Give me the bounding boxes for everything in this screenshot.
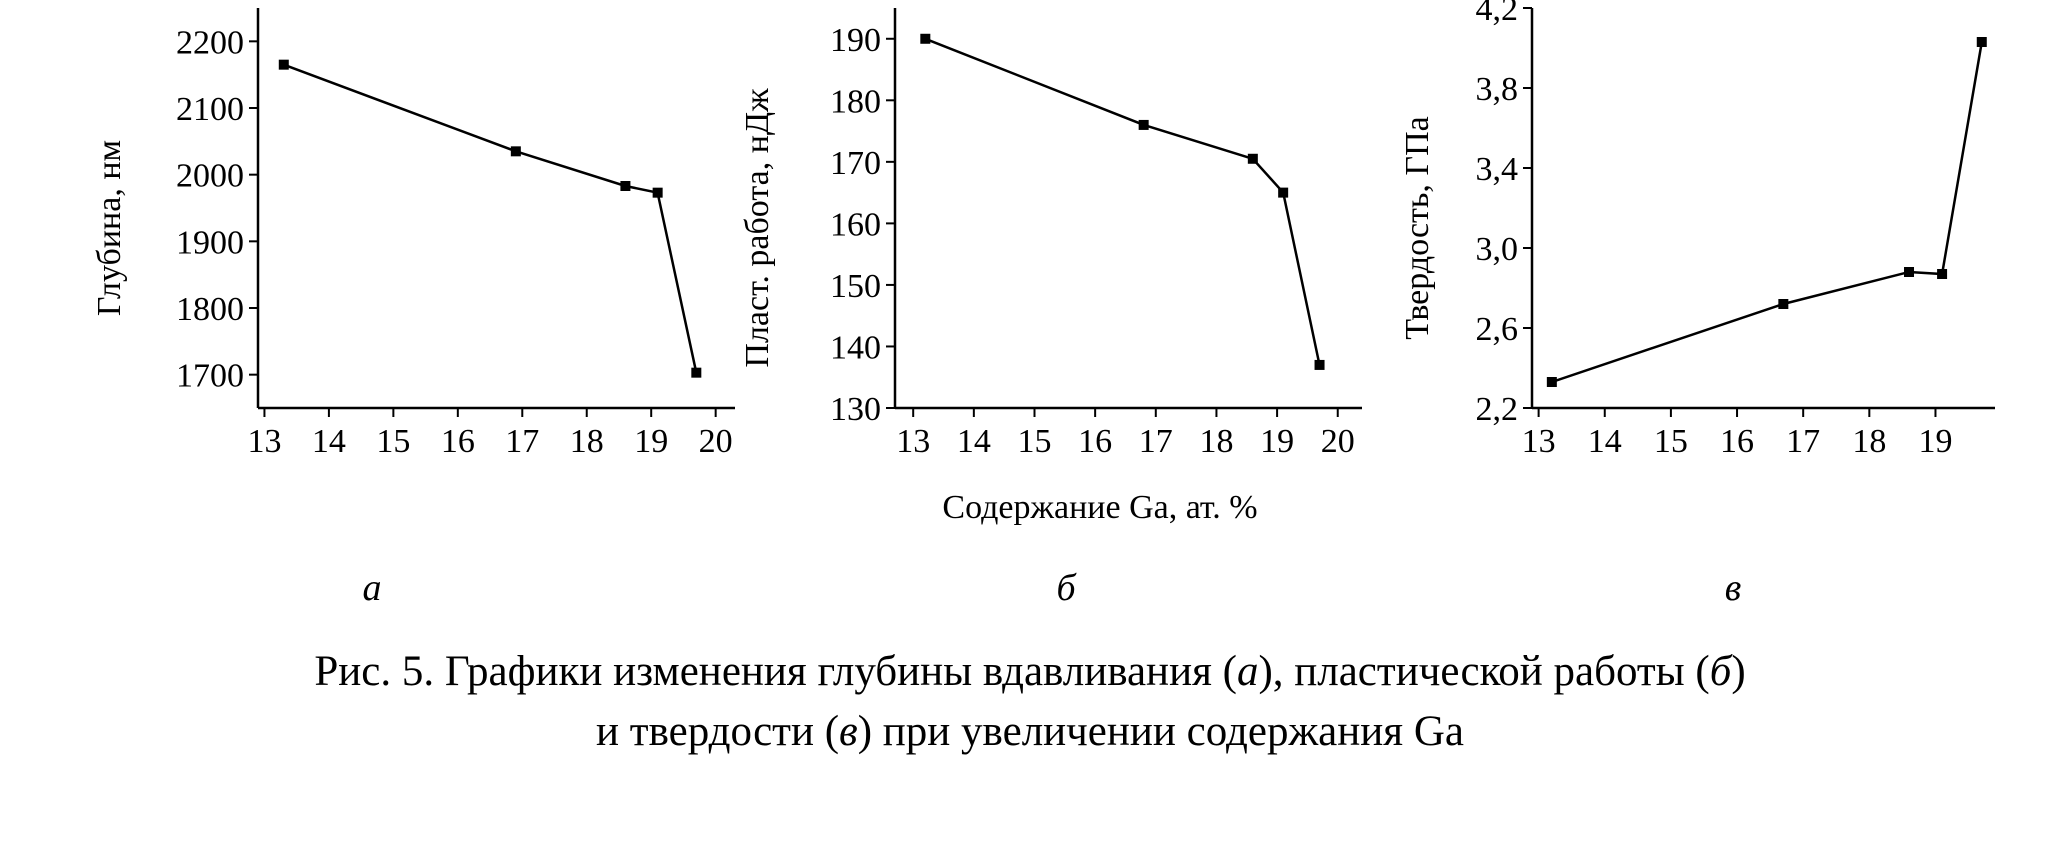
x-tick-label: 18 — [1199, 423, 1233, 460]
x-tick-label: 19 — [1260, 423, 1294, 460]
panel-letter-b: б — [1056, 567, 1077, 609]
figure-caption-line-2: и твердости (в) при увеличении содержани… — [0, 702, 2060, 762]
x-tick-label: 19 — [1918, 423, 1952, 460]
data-point — [1138, 119, 1149, 130]
data-point — [920, 33, 931, 44]
y-tick-label: 150 — [830, 268, 881, 305]
y-tick-label: 1800 — [176, 291, 244, 328]
y-tick-label: 2,6 — [1476, 311, 1519, 348]
data-point — [691, 367, 702, 378]
x-tick-label: 14 — [312, 423, 346, 460]
y-tick-label: 2000 — [176, 158, 244, 195]
data-point — [1314, 359, 1325, 370]
caption-letter-a: а — [1236, 648, 1259, 695]
data-point — [1937, 269, 1948, 279]
x-tick-label: 20 — [699, 423, 733, 460]
y-tick-label: 3,0 — [1476, 231, 1519, 268]
y-tick-label: 1700 — [176, 358, 244, 395]
data-point — [278, 59, 289, 70]
x-tick-label: 13 — [896, 423, 930, 460]
caption-text: Рис. 5. Графики изменения глубины вдавли… — [314, 648, 1237, 695]
data-point — [510, 146, 521, 157]
y-axis-title: Пласт. работа, нДж — [739, 88, 776, 368]
x-tick-label: 18 — [570, 423, 604, 460]
x-tick-label: 19 — [634, 423, 668, 460]
caption-text: ) — [1731, 648, 1746, 695]
y-tick-label: 2,2 — [1476, 391, 1519, 428]
y-tick-label: 3,4 — [1476, 151, 1519, 188]
series-line — [283, 63, 698, 373]
data-point — [1976, 37, 1987, 47]
y-tick-label: 2100 — [176, 91, 244, 128]
y-tick-label: 170 — [830, 145, 881, 182]
x-tick-label: 17 — [505, 423, 539, 460]
shared-x-axis-title: Содержание Ga, ат. % — [942, 489, 1257, 526]
data-point — [652, 187, 663, 198]
y-tick-label: 3,8 — [1476, 71, 1519, 108]
caption-text: ), пластической работы ( — [1258, 648, 1710, 695]
y-tick-label: 4,2 — [1476, 0, 1519, 28]
caption-letter-v: в — [839, 708, 858, 755]
data-point — [620, 181, 631, 191]
y-axis-title: Твердость, ГПа — [1399, 116, 1436, 339]
caption-text: ) при увеличении содержания Ga — [857, 708, 1464, 755]
data-point — [1278, 187, 1289, 198]
chart-panel-a: 13 14 15 16 17 18 19 20 1700 1800 1900 2000 2100 2200… — [91, 8, 735, 609]
y-tick-label: 160 — [830, 206, 881, 243]
y-tick-label: 180 — [830, 83, 881, 120]
x-tick-label: 20 — [1321, 423, 1355, 460]
x-tick-label: 17 — [1786, 423, 1820, 460]
x-tick-label: 15 — [1654, 423, 1688, 460]
y-tick-label: 130 — [830, 391, 881, 428]
x-tick-label: 14 — [1588, 423, 1622, 460]
data-point — [1904, 267, 1915, 277]
x-tick-label: 16 — [441, 423, 475, 460]
panel-letter-a: а — [363, 567, 382, 609]
series-line — [1551, 41, 1984, 384]
caption-text: и твердости ( — [596, 708, 840, 755]
y-tick-label: 140 — [830, 329, 881, 366]
chart-panel-b: 13 14 15 16 17 18 19 20 130 140 150 160 170 180 190 Пла… — [739, 8, 1362, 609]
x-tick-label: 16 — [1720, 423, 1754, 460]
x-tick-label: 13 — [247, 423, 281, 460]
x-tick-label: 16 — [1078, 423, 1112, 460]
data-point — [1546, 377, 1557, 387]
caption-letter-b: б — [1709, 648, 1732, 695]
y-tick-label: 1900 — [176, 224, 244, 261]
x-tick-label: 17 — [1139, 423, 1173, 460]
x-tick-label: 15 — [1017, 423, 1051, 460]
y-axis-title: Глубина, нм — [91, 140, 128, 316]
y-tick-label: 2200 — [176, 24, 244, 61]
x-tick-label: 18 — [1852, 423, 1886, 460]
chart-panel-v: 13 14 15 16 17 18 19 2,2 2,6 3,0 3,4 3,8 4,2 Твердост… — [1399, 0, 1995, 609]
x-tick-label: 13 — [1522, 423, 1556, 460]
y-tick-label: 190 — [830, 22, 881, 59]
x-tick-label: 15 — [376, 423, 410, 460]
x-tick-label: 14 — [957, 423, 991, 460]
series-line — [924, 37, 1321, 366]
data-point — [1778, 299, 1789, 309]
data-point — [1247, 153, 1258, 164]
panel-letter-v: в — [1725, 567, 1742, 609]
figure-caption-line-1: Рис. 5. Графики изменения глубины вдавли… — [0, 642, 2060, 702]
